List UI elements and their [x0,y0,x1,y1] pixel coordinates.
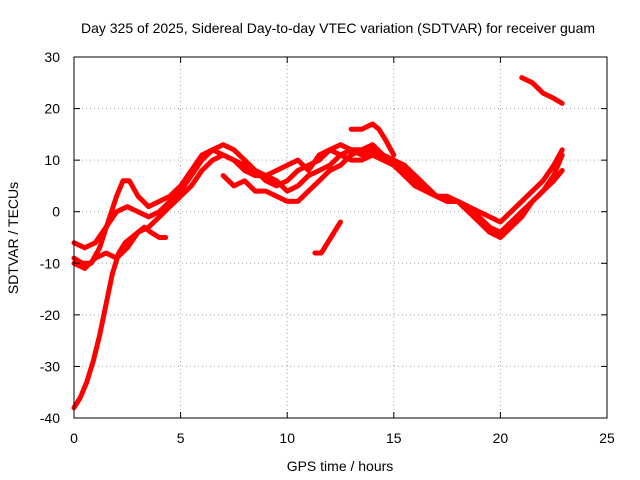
axis-ticks: 0 5 10 15 20 25 -40 -30 -20 -10 0 10 20 30 [40,49,615,446]
chart-title: Day 325 of 2025, Sidereal Day-to-day VTE… [81,20,595,36]
y-tick-label: -10 [40,255,60,271]
series-track-g [312,219,343,256]
x-tick-label: 25 [599,430,615,446]
series-track-e [220,147,397,204]
x-tick-label: 0 [70,430,78,446]
x-tick-label: 20 [493,430,509,446]
y-tick-label: 0 [52,204,60,220]
x-tick-label: 15 [386,430,402,446]
plot-frame [73,56,608,419]
y-tick-label: -30 [40,358,60,374]
y-tick-label: 20 [44,101,60,117]
y-tick-label: 30 [44,49,60,65]
y-tick-label: 10 [44,152,60,168]
series-track-h [519,75,565,106]
series-track-b [71,147,565,266]
y-tick-label: -20 [40,307,60,323]
y-tick-label: -40 [40,410,60,426]
series-track-d [71,142,565,271]
series-track-c [71,142,565,251]
y-axis-label: SDTVAR / TECUs [5,182,21,294]
x-axis-label: GPS time / hours [287,458,394,474]
x-tick-label: 5 [177,430,185,446]
data-series [71,75,565,411]
series-track-f [348,121,397,158]
x-tick-label: 10 [279,430,295,446]
